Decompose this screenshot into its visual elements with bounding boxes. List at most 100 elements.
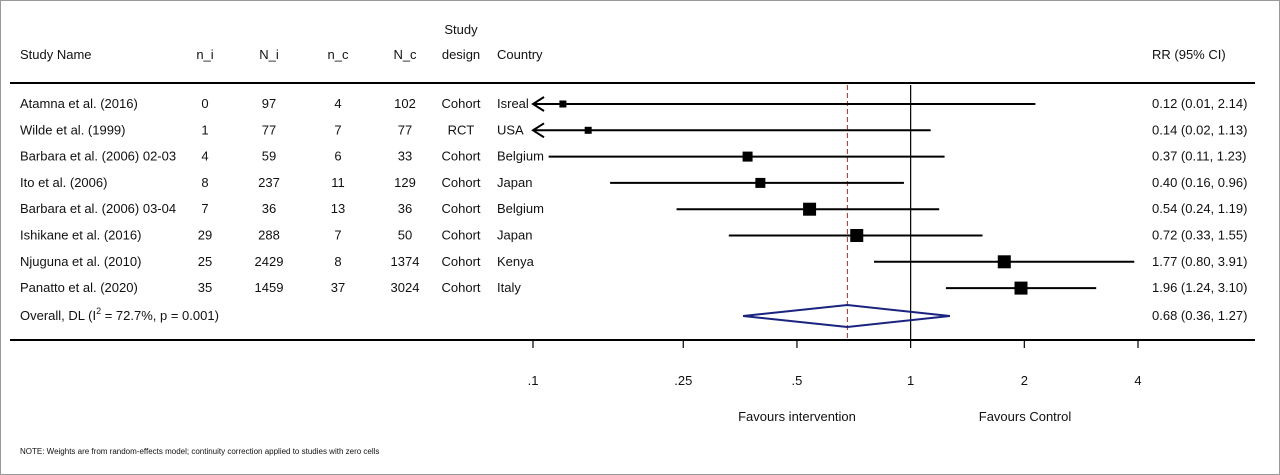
plot-marks (531, 85, 1135, 340)
study-name: Ishikane et al. (2016) (20, 228, 141, 243)
x-axis-tick-label: .25 (674, 373, 692, 388)
overall-row: Overall, DL (I2 = 72.7%, p = 0.001) 0.68… (20, 306, 1247, 323)
study-ci-text: 0.12 (0.01, 2.14) (1152, 96, 1247, 111)
study-n-i: 35 (198, 280, 212, 295)
study-ci-text: 0.37 (0.11, 1.23) (1152, 149, 1246, 164)
study-N-c: 102 (394, 96, 416, 111)
study-point-estimate (559, 100, 567, 108)
header-N-i: N_i (259, 47, 279, 62)
header-design-line1: Study (444, 22, 478, 37)
x-axis-tick-label: 2 (1021, 373, 1028, 388)
overall-label-superscript: 2 (96, 306, 101, 316)
header-country: Country (497, 47, 543, 62)
study-name: Barbara et al. (2006) 03-04 (20, 201, 176, 216)
study-point-estimate (803, 202, 817, 216)
study-N-i: 97 (262, 96, 276, 111)
study-n-i: 4 (201, 149, 208, 164)
header-study-name: Study Name (20, 47, 92, 62)
study-design: RCT (448, 122, 475, 137)
study-n-c: 37 (331, 280, 345, 295)
study-name: Njuguna et al. (2010) (20, 254, 141, 269)
study-country: Isreal (497, 96, 529, 111)
study-ci-text: 0.14 (0.02, 1.13) (1152, 122, 1247, 137)
study-n-c: 6 (334, 149, 341, 164)
study-ci-arrow-left (531, 122, 545, 139)
study-design: Cohort (441, 280, 480, 295)
study-ci-text: 0.72 (0.33, 1.55) (1152, 228, 1247, 243)
study-N-i: 288 (258, 228, 280, 243)
favours-intervention-label: Favours intervention (738, 409, 856, 424)
overall-label: Overall, DL (I2 = 72.7%, p = 0.001) (20, 306, 219, 323)
study-n-i: 29 (198, 228, 212, 243)
study-N-i: 2429 (255, 254, 284, 269)
header-n-c: n_c (328, 47, 349, 62)
study-name: Atamna et al. (2016) (20, 96, 138, 111)
study-name: Barbara et al. (2006) 02-03 (20, 149, 176, 164)
study-point-estimate (850, 229, 864, 242)
study-name: Panatto et al. (2020) (20, 280, 138, 295)
favours-control-label: Favours Control (979, 409, 1072, 424)
study-n-i: 25 (198, 254, 212, 269)
study-n-c: 7 (334, 228, 341, 243)
x-axis: .1 .25 .5 1 2 4 (528, 340, 1142, 388)
overall-label-prefix: Overall, DL (I (20, 308, 96, 323)
study-country: USA (497, 122, 524, 137)
study-N-c: 77 (398, 122, 412, 137)
header-n-i: n_i (196, 47, 213, 62)
study-n-i: 8 (201, 175, 208, 190)
study-point-estimate (742, 151, 753, 162)
x-axis-tick-label: 1 (907, 373, 914, 388)
study-point-estimate (755, 177, 766, 188)
overall-ci-text: 0.68 (0.36, 1.27) (1152, 308, 1247, 323)
study-design: Cohort (441, 96, 480, 111)
study-n-c: 7 (334, 122, 341, 137)
study-country: Belgium (497, 149, 544, 164)
header-design-line2: design (442, 47, 480, 62)
study-point-estimate (584, 126, 592, 134)
study-point-estimate (997, 255, 1011, 269)
study-design: Cohort (441, 254, 480, 269)
study-n-c: 8 (334, 254, 341, 269)
study-ci-text: 0.40 (0.16, 0.96) (1152, 175, 1247, 190)
study-design: Cohort (441, 175, 480, 190)
study-N-c: 50 (398, 228, 412, 243)
study-rows: Atamna et al. (2016) 0 97 4 102 Cohort Isreal 0… (20, 96, 1247, 295)
study-country: Kenya (497, 254, 535, 269)
study-N-c: 36 (398, 201, 412, 216)
study-point-estimate (1014, 281, 1028, 295)
study-name: Wilde et al. (1999) (20, 122, 126, 137)
study-N-i: 59 (262, 149, 276, 164)
overall-diamond (742, 303, 950, 329)
study-country: Italy (497, 280, 521, 295)
study-n-c: 13 (331, 201, 345, 216)
study-country: Belgium (497, 201, 544, 216)
study-country: Japan (497, 228, 532, 243)
study-ci-text: 1.77 (0.80, 3.91) (1152, 254, 1247, 269)
study-ci-text: 1.96 (1.24, 3.10) (1152, 280, 1247, 295)
study-N-i: 237 (258, 175, 280, 190)
study-N-i: 77 (262, 122, 276, 137)
header-rr-ci: RR (95% CI) (1152, 47, 1226, 62)
column-headers: Study Name n_i N_i n_c N_c Study design … (20, 22, 1226, 62)
study-N-c: 33 (398, 149, 412, 164)
header-N-c: N_c (393, 47, 417, 62)
study-n-i: 1 (201, 122, 208, 137)
study-N-i: 1459 (255, 280, 284, 295)
study-ci-arrow-left (531, 96, 545, 112)
study-N-c: 129 (394, 175, 416, 190)
study-name: Ito et al. (2006) (20, 175, 107, 190)
study-n-i: 7 (201, 201, 208, 216)
study-ci-text: 0.54 (0.24, 1.19) (1152, 201, 1247, 216)
x-axis-tick-label: 4 (1134, 373, 1141, 388)
overall-label-suffix: = 72.7%, p = 0.001) (101, 308, 219, 323)
study-design: Cohort (441, 201, 480, 216)
study-n-c: 4 (334, 96, 341, 111)
x-axis-tick-label: .5 (792, 373, 803, 388)
study-n-c: 11 (331, 175, 345, 190)
study-N-c: 1374 (391, 254, 420, 269)
study-country: Japan (497, 175, 532, 190)
study-N-i: 36 (262, 201, 276, 216)
weights-note: NOTE: Weights are from random-effects mo… (20, 447, 379, 456)
study-n-i: 0 (201, 96, 208, 111)
